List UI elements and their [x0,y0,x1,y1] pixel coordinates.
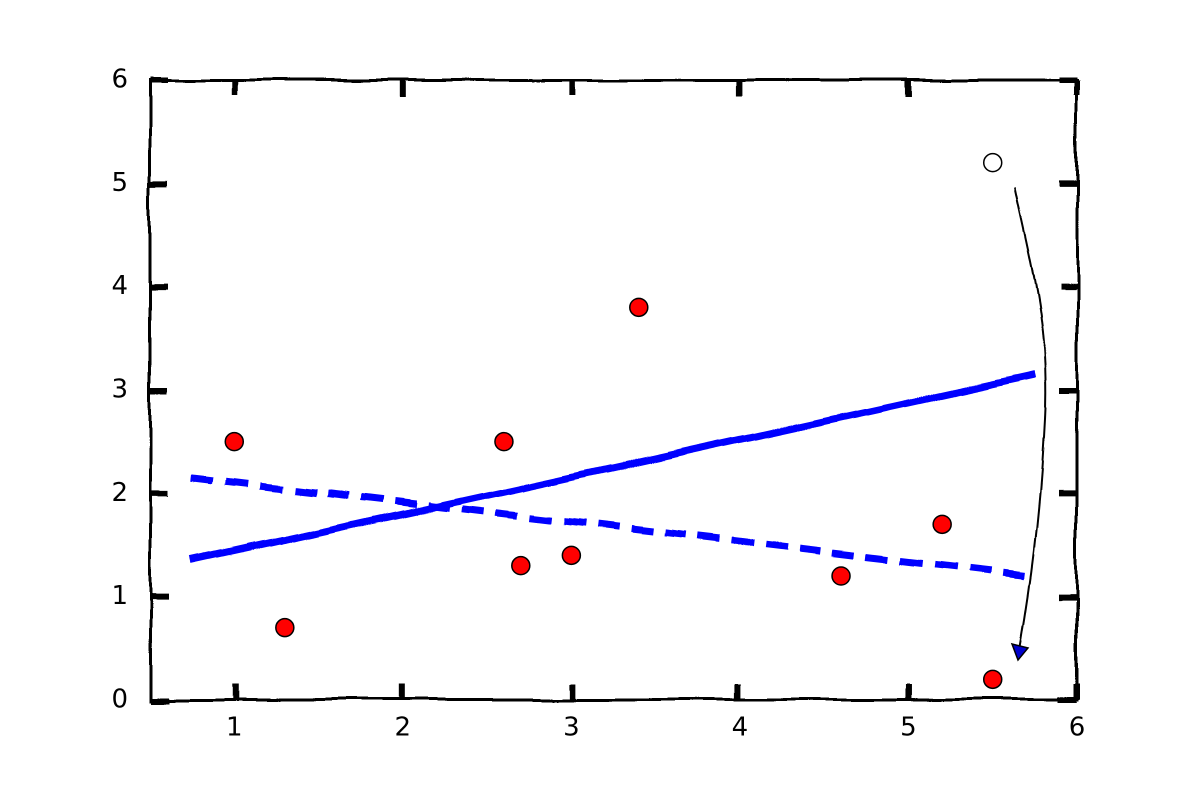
annotation [1010,187,1047,662]
scatter-point [982,669,1003,690]
x-tick-label: 6 [1069,713,1086,743]
lines-layer [191,371,1036,580]
solid-line [191,371,1036,564]
y-tick-label: 1 [111,581,128,611]
scatter-point [831,566,851,586]
scatter-point [629,297,649,318]
annotation-arrow [1014,187,1047,649]
scatter-point [511,555,531,576]
scatter-point [561,545,582,566]
arrow-head [1010,642,1030,662]
y-tick-label: 6 [111,65,128,95]
y-tick-label: 4 [111,271,128,301]
plot-frame [148,77,1080,703]
y-tick-label: 2 [111,478,128,508]
dashed-line [191,474,1036,580]
x-tick-label: 4 [732,713,749,743]
y-tick-label: 5 [111,168,128,198]
y-tick-label: 0 [111,685,128,715]
scatter-point [224,431,245,452]
points-layer [224,152,1003,690]
axes-box [148,78,1079,702]
x-tick-label: 5 [900,713,917,743]
x-tick-label: 3 [563,713,580,743]
scatter-point [932,514,952,535]
x-tick-label: 2 [395,713,412,743]
scatter-point [494,431,514,452]
y-tick-label: 3 [111,375,128,405]
scatter-point [982,152,1003,173]
scatter-point [275,617,295,638]
x-tick-label: 1 [226,713,243,743]
